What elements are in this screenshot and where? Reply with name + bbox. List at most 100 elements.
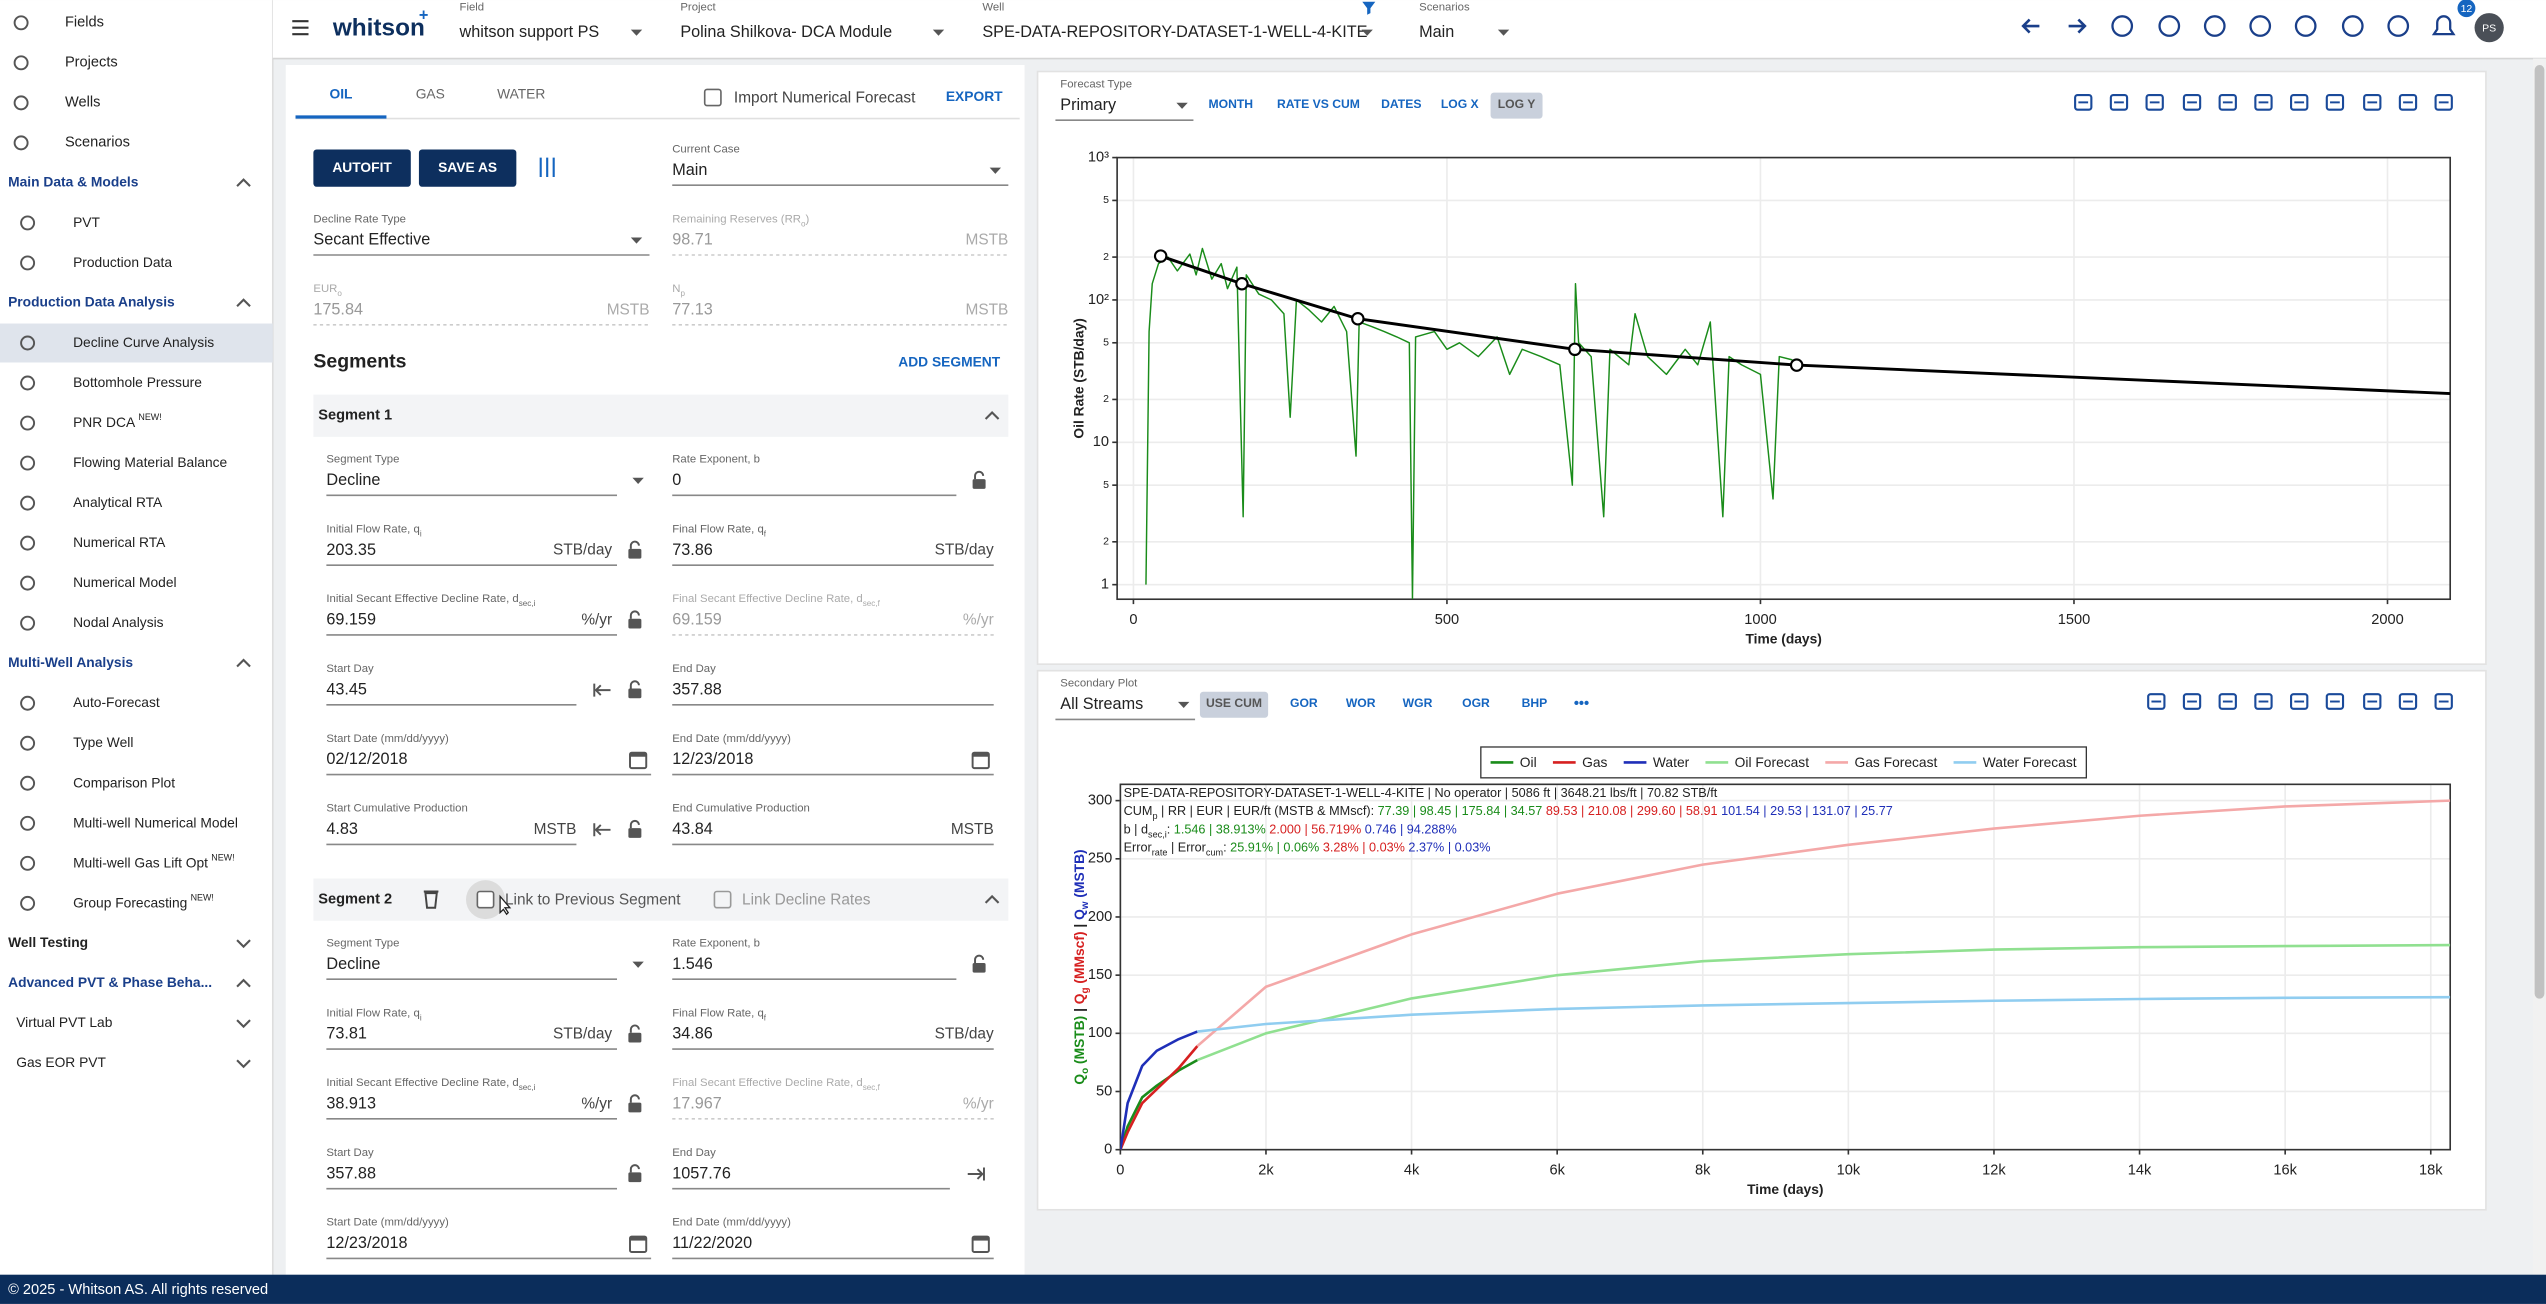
dropdown-caret[interactable] bbox=[630, 237, 643, 244]
toolbar-icon[interactable] bbox=[2074, 94, 2093, 111]
nav-subsection[interactable]: Gas EOR PVT bbox=[16, 1055, 106, 1070]
lock-icon[interactable] bbox=[628, 1024, 642, 1043]
legend-label[interactable]: Water Forecast bbox=[1983, 755, 2077, 770]
toolbar-icon[interactable] bbox=[2254, 94, 2273, 111]
toolbar-button[interactable]: DATES bbox=[1381, 97, 1421, 111]
nav-item[interactable]: PNR DCA NEW! bbox=[73, 412, 162, 429]
lock-icon[interactable] bbox=[972, 954, 986, 973]
selector-value[interactable]: Main bbox=[1419, 23, 1454, 41]
toolbar-icon[interactable] bbox=[2325, 94, 2345, 111]
scrollbar-thumb[interactable] bbox=[2534, 65, 2545, 999]
avatar[interactable] bbox=[2474, 13, 2504, 43]
field-value[interactable]: 43.84 bbox=[672, 820, 713, 838]
segment-marker[interactable] bbox=[1235, 276, 1249, 291]
toolbar-icon[interactable] bbox=[2218, 693, 2237, 710]
export-button[interactable]: EXPORT bbox=[946, 89, 1003, 104]
nav-item[interactable]: Bottomhole Pressure bbox=[73, 375, 202, 390]
toolbar-button[interactable]: LOG X bbox=[1441, 97, 1479, 111]
selector-value[interactable]: All Streams bbox=[1060, 695, 1143, 713]
nav-item[interactable]: Wells bbox=[65, 95, 100, 111]
calendar-icon[interactable] bbox=[971, 751, 990, 770]
tab[interactable]: GAS bbox=[416, 87, 445, 102]
calendar-icon[interactable] bbox=[971, 1235, 990, 1253]
field-value[interactable]: 34.86 bbox=[672, 1025, 713, 1043]
nav-item[interactable]: Flowing Material Balance bbox=[73, 455, 227, 470]
segment-marker[interactable] bbox=[1568, 342, 1582, 357]
toolbar-icon[interactable] bbox=[2434, 693, 2453, 710]
field-value[interactable]: 12/23/2018 bbox=[672, 750, 753, 768]
nav-item[interactable]: Decline Curve Analysis bbox=[73, 335, 214, 350]
arrow-end-icon[interactable] bbox=[967, 1167, 985, 1181]
selector-value[interactable]: SPE-DATA-REPOSITORY-DATASET-1-WELL-4-KIT… bbox=[982, 23, 1367, 41]
toolbar-icon[interactable] bbox=[2434, 94, 2453, 111]
dropdown-caret[interactable] bbox=[632, 477, 644, 484]
field-value[interactable]: 73.86 bbox=[672, 541, 713, 559]
dropdown-caret[interactable] bbox=[989, 167, 1002, 174]
nav-subsection[interactable]: Virtual PVT Lab bbox=[16, 1015, 112, 1030]
button[interactable] bbox=[418, 149, 517, 187]
field-value[interactable]: Decline bbox=[326, 471, 380, 489]
toolbar-button[interactable]: GOR bbox=[1290, 696, 1318, 710]
calendar-icon[interactable] bbox=[629, 751, 648, 770]
nav-section[interactable]: Advanced PVT & Phase Beha... bbox=[8, 975, 212, 990]
field-value[interactable]: 38.913 bbox=[326, 1094, 376, 1112]
field-value[interactable]: 1.546 bbox=[672, 955, 713, 973]
arrow-start-icon[interactable] bbox=[593, 683, 611, 697]
checkbox[interactable] bbox=[476, 890, 495, 909]
toolbar-icon[interactable] bbox=[2254, 693, 2273, 710]
nav-item[interactable]: Fields bbox=[65, 15, 104, 31]
lock-icon[interactable] bbox=[972, 470, 986, 489]
dropdown-caret[interactable] bbox=[1497, 29, 1510, 36]
toolbar-more[interactable]: ••• bbox=[1574, 696, 1589, 712]
nav-arrow[interactable] bbox=[2068, 18, 2087, 34]
topbar-icon[interactable] bbox=[2249, 15, 2272, 37]
checkbox[interactable] bbox=[703, 88, 722, 107]
field-value[interactable]: 4.83 bbox=[326, 820, 358, 838]
toolbar-button[interactable]: OGR bbox=[1462, 696, 1490, 710]
chevron[interactable] bbox=[236, 1019, 251, 1029]
lock-icon[interactable] bbox=[628, 1094, 642, 1113]
field-value[interactable]: 0 bbox=[672, 471, 681, 489]
nav-section[interactable]: Multi-Well Analysis bbox=[8, 655, 133, 670]
nav-section[interactable]: Production Data Analysis bbox=[8, 295, 175, 310]
nav-item[interactable]: PVT bbox=[73, 215, 100, 230]
field-value[interactable]: 357.88 bbox=[672, 680, 722, 698]
nav-section[interactable]: Well Testing bbox=[8, 935, 88, 950]
field-value[interactable]: 12/23/2018 bbox=[326, 1234, 407, 1252]
tab[interactable]: OIL bbox=[329, 87, 352, 102]
topbar-icon[interactable] bbox=[2111, 15, 2134, 37]
nav-item[interactable]: Type Well bbox=[73, 735, 133, 750]
legend-label[interactable]: Water bbox=[1653, 755, 1690, 770]
toolbar-icon[interactable] bbox=[2363, 693, 2382, 710]
nav-item[interactable]: Scenarios bbox=[65, 135, 130, 151]
topbar-icon[interactable] bbox=[2203, 15, 2226, 37]
chevron[interactable] bbox=[984, 894, 1000, 904]
toolbar-icon[interactable] bbox=[2182, 94, 2202, 111]
field-value[interactable]: Secant Effective bbox=[313, 231, 430, 249]
field-value[interactable]: Main bbox=[672, 161, 707, 179]
nav-item[interactable]: Multi-well Numerical Model bbox=[73, 815, 238, 830]
toolbar-icon[interactable] bbox=[2290, 94, 2309, 111]
selector-value[interactable]: Primary bbox=[1060, 96, 1117, 114]
field-value[interactable]: 203.35 bbox=[326, 541, 376, 559]
legend-label[interactable]: Oil Forecast bbox=[1735, 755, 1810, 770]
lock-icon[interactable] bbox=[628, 540, 642, 559]
toolbar-icon[interactable] bbox=[2182, 693, 2202, 710]
toolbar-button[interactable]: RATE VS CUM bbox=[1277, 97, 1360, 111]
nav-arrow[interactable] bbox=[2021, 18, 2040, 34]
nav-item[interactable]: Projects bbox=[65, 55, 118, 71]
legend-label[interactable]: Gas Forecast bbox=[1855, 755, 1938, 770]
lock-icon[interactable] bbox=[628, 680, 642, 699]
dropdown-caret[interactable] bbox=[1176, 102, 1188, 109]
toolbar-icon[interactable] bbox=[2290, 693, 2309, 710]
checkbox[interactable] bbox=[713, 890, 732, 909]
tune-icon[interactable] bbox=[539, 157, 555, 178]
legend-label[interactable]: Oil bbox=[1520, 755, 1537, 770]
field-value[interactable]: 43.45 bbox=[326, 680, 367, 698]
add-segment[interactable]: ADD SEGMENT bbox=[898, 355, 1001, 370]
toolbar-button[interactable]: WGR bbox=[1403, 696, 1433, 710]
segment-marker[interactable] bbox=[1153, 249, 1168, 263]
topbar-icon[interactable] bbox=[2158, 15, 2181, 37]
chevron[interactable] bbox=[236, 298, 251, 307]
chevron[interactable] bbox=[236, 658, 251, 668]
